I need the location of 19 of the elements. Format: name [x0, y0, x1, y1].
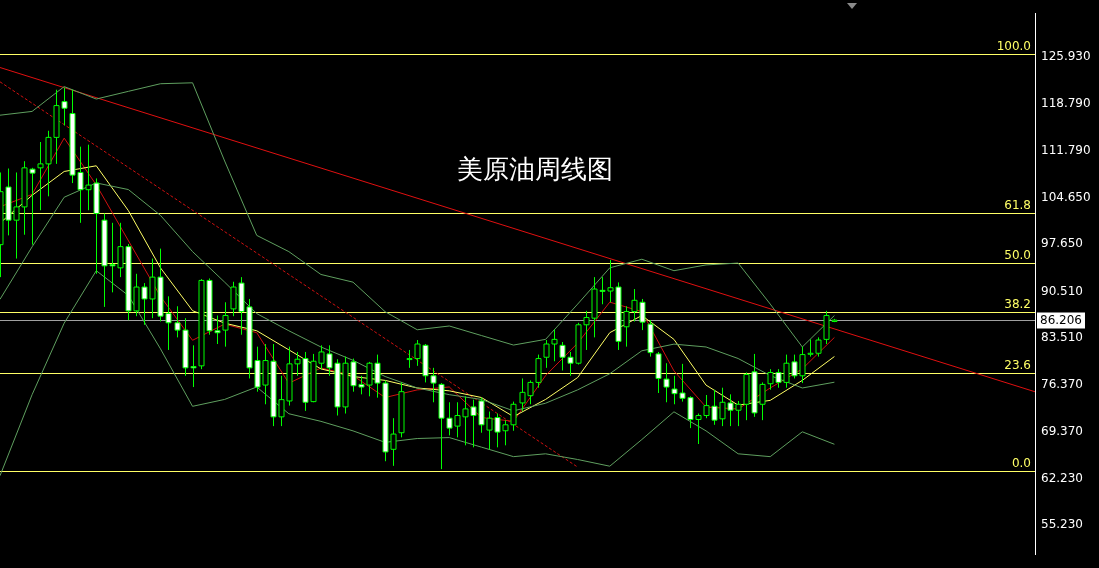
y-tick-label: 69.370 [1041, 423, 1083, 438]
y-tick-label: 90.510 [1041, 283, 1083, 298]
y-tick-label: 62.230 [1041, 471, 1083, 486]
annotation: 50.0 [1004, 248, 1031, 263]
y-tick-label: 111.790 [1041, 142, 1091, 157]
annotation: 38.2 [1004, 297, 1031, 312]
y-tick-label: 125.930 [1041, 49, 1091, 64]
annotation: 0.0 [1011, 456, 1031, 471]
y-tick-label: 97.650 [1041, 236, 1083, 251]
y-tick-label: 55.230 [1041, 517, 1083, 532]
y-tick-label: 118.790 [1041, 96, 1091, 111]
annotation: 23.6 [1004, 358, 1031, 373]
ref-line-label: 86.206 [1040, 312, 1082, 327]
text: 美原油周线图 [457, 153, 614, 184]
annotation: 61.8 [1004, 198, 1031, 213]
y-tick-label: 76.370 [1041, 377, 1083, 392]
y-tick-label: 104.650 [1041, 190, 1091, 205]
annotation: 100.0 [996, 39, 1031, 54]
y-tick-label: 83.510 [1041, 330, 1083, 345]
